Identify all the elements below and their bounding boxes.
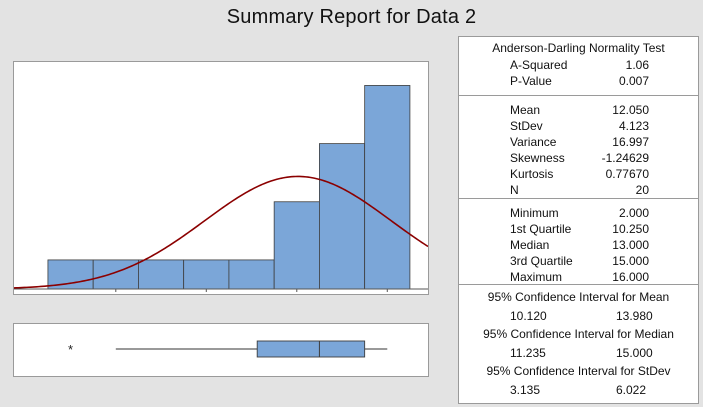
x-tick-label: 12 — [292, 294, 301, 295]
stat-label: Median — [510, 238, 550, 252]
stat-value: 0.77670 — [605, 167, 649, 181]
moments-section: Mean 12.050 StDev 4.123 Variance 16.997 … — [459, 96, 698, 199]
histogram-bar — [319, 143, 366, 290]
statistics-panel: Anderson-Darling Normality Test A-Square… — [458, 36, 699, 404]
ci-lower: 3.135 — [510, 383, 541, 397]
stat-row-minimum: Minimum 2.000 — [459, 205, 698, 221]
histogram-bar — [47, 259, 94, 290]
stat-value: 1.06 — [625, 58, 649, 72]
normality-test-section: Anderson-Darling Normality Test A-Square… — [459, 37, 698, 96]
ci-upper: 15.000 — [616, 346, 653, 360]
histogram-chart: 4 8 12 16 — [14, 85, 428, 295]
ci-upper: 6.022 — [616, 383, 647, 397]
histogram-bar — [92, 259, 139, 290]
ci-upper: 13.980 — [616, 309, 653, 323]
x-tick-label: 8 — [204, 294, 209, 295]
stat-label: StDev — [510, 119, 543, 133]
stat-value: 20 — [635, 183, 649, 197]
stat-row-p-value: P-Value 0.007 — [459, 73, 698, 89]
ci-stdev-row: 3.135 6.022 — [459, 381, 698, 399]
histogram-bar — [183, 259, 230, 290]
histogram-bar — [138, 259, 185, 290]
histogram-bar — [364, 85, 411, 290]
stat-row-n: N 20 — [459, 182, 698, 198]
stat-label: Mean — [510, 103, 541, 117]
outlier-marker: * — [68, 342, 73, 357]
ci-mean-row: 10.120 13.980 — [459, 307, 698, 325]
stat-label: Variance — [510, 135, 557, 149]
stat-row-kurtosis: Kurtosis 0.77670 — [459, 166, 698, 182]
boxplot-chart: * — [68, 340, 388, 358]
ci-lower: 10.120 — [510, 309, 547, 323]
stat-label: Maximum — [510, 270, 563, 284]
histogram-panel: 4 8 12 16 — [13, 61, 429, 295]
stat-value: 13.000 — [612, 238, 649, 252]
stat-row-first-quartile: 1st Quartile 10.250 — [459, 221, 698, 237]
report-title: Summary Report for Data 2 — [226, 6, 477, 28]
quartiles-section: Minimum 2.000 1st Quartile 10.250 Median… — [459, 199, 698, 285]
stat-value: 16.000 — [612, 270, 649, 284]
stat-row-skewness: Skewness -1.24629 — [459, 150, 698, 166]
ci-mean-title: 95% Confidence Interval for Mean — [487, 290, 670, 304]
stat-row-variance: Variance 16.997 — [459, 134, 698, 150]
stat-value: 0.007 — [618, 74, 649, 88]
stat-value: 10.250 — [612, 222, 649, 236]
stat-value: 2.000 — [618, 206, 649, 220]
stat-value: 16.997 — [612, 135, 649, 149]
histogram-bar — [273, 201, 320, 290]
normality-test-title: Anderson-Darling Normality Test — [492, 41, 665, 55]
stat-row-stdev: StDev 4.123 — [459, 118, 698, 134]
stat-row-maximum: Maximum 16.000 — [459, 269, 698, 285]
stat-label: 1st Quartile — [510, 222, 572, 236]
ci-stdev-title: 95% Confidence Interval for StDev — [486, 364, 671, 378]
x-tick-label: 4 — [114, 294, 119, 295]
ci-median-row: 11.235 15.000 — [459, 344, 698, 362]
boxplot-panel: * — [13, 323, 429, 377]
stat-row-median: Median 13.000 — [459, 237, 698, 253]
stat-label: Minimum — [510, 206, 559, 220]
histogram-bar — [228, 259, 275, 290]
stat-value: -1.24629 — [601, 151, 649, 165]
stat-value: 12.050 — [612, 103, 649, 117]
stat-label: N — [510, 183, 519, 197]
x-tick-label: 16 — [383, 294, 392, 295]
stat-row-mean: Mean 12.050 — [459, 102, 698, 118]
stat-label: 3rd Quartile — [510, 254, 573, 268]
stat-label: Kurtosis — [510, 167, 554, 181]
stat-label: P-Value — [510, 74, 552, 88]
stat-value: 15.000 — [612, 254, 649, 268]
confidence-intervals-section: 95% Confidence Interval for Mean 10.120 … — [459, 285, 698, 403]
stat-row-third-quartile: 3rd Quartile 15.000 — [459, 253, 698, 269]
ci-median-title: 95% Confidence Interval for Median — [483, 327, 674, 341]
stat-value: 4.123 — [618, 119, 649, 133]
fitted-normal-curve — [14, 175, 428, 289]
stat-row-a-squared: A-Squared 1.06 — [459, 57, 698, 73]
stat-label: A-Squared — [510, 58, 568, 72]
interquartile-box — [256, 340, 366, 358]
ci-lower: 11.235 — [510, 346, 546, 360]
stat-label: Skewness — [510, 151, 565, 165]
